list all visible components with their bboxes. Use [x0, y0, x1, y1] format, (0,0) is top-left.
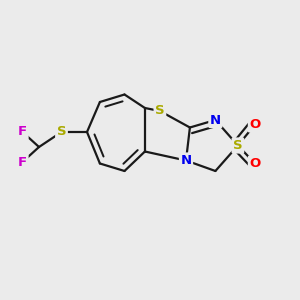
Text: S: S: [233, 139, 243, 152]
Text: N: N: [180, 154, 192, 167]
Text: F: F: [18, 155, 27, 169]
Text: S: S: [155, 104, 165, 118]
Text: O: O: [249, 118, 261, 131]
Text: F: F: [18, 125, 27, 139]
Text: O: O: [249, 157, 261, 170]
Text: N: N: [210, 113, 221, 127]
Text: S: S: [57, 125, 66, 139]
